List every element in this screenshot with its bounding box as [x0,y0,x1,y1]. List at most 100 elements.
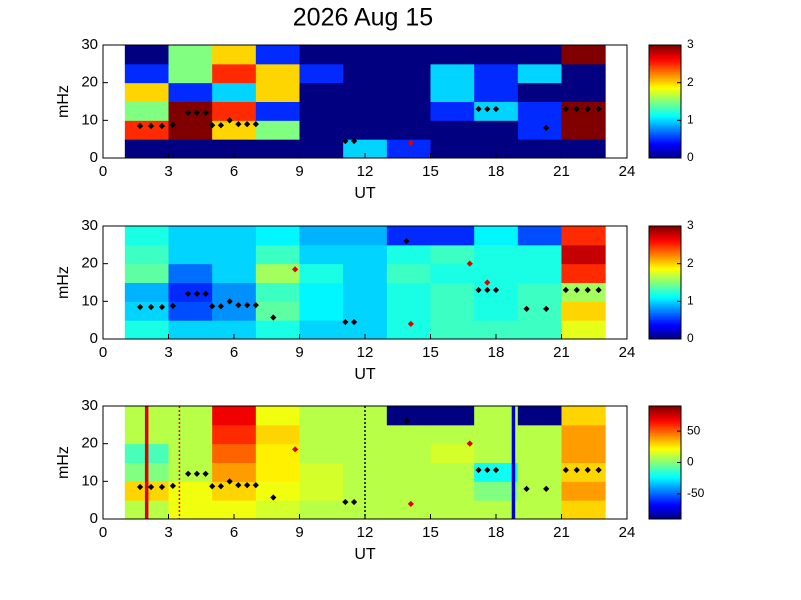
colorbar-step [649,92,681,95]
y-tick-label: 0 [90,510,98,527]
point [235,120,242,128]
heatmap-cell [474,244,519,265]
y-tick-label: 10 [81,292,98,309]
heatmap-cell [299,443,344,463]
point [147,303,155,311]
colorbar-step [649,83,681,87]
heatmap-cell [255,500,300,520]
heatmap-cell [299,406,344,426]
heatmap-cell [561,63,606,84]
heatmap-cell [124,301,169,321]
colorbar-tick-label: 2 [687,75,694,89]
colorbar-step [649,511,681,515]
colorbar-step [649,326,681,329]
colorbar-step [649,64,681,67]
heatmap-cell [343,443,388,463]
colorbar-step [649,45,681,48]
colorbar-step [649,115,681,118]
colorbar-step [649,278,681,282]
point [584,286,591,294]
colorbar-step [649,490,681,494]
heatmap-cell [212,63,257,84]
colorbar-step [649,57,681,60]
point [147,122,155,130]
heatmap-cell [386,320,431,340]
colorbar-step [649,513,681,516]
colorbar-step [649,413,681,416]
point [158,122,166,130]
heatmap-cell [124,101,169,121]
x-tick-label: 15 [422,344,439,361]
colorbar-step [649,152,681,155]
colorbar-step [649,503,681,506]
point [350,498,358,506]
x-tick-label: 6 [230,524,238,541]
point [342,318,349,326]
heatmap-cell [124,82,169,102]
colorbar-step [649,294,681,298]
heatmap-cell [386,101,431,121]
heatmap-cell [343,244,388,265]
heatmap-cell [430,120,475,140]
point [484,286,491,294]
heatmap-cell [474,63,519,84]
colorbar-step [649,460,681,463]
y-tick-label: 0 [90,330,98,347]
heatmap-cell [343,101,388,121]
heatmap-cell [255,320,300,340]
colorbar-step [649,50,681,53]
colorbar-step [649,127,681,131]
colorbar-step [649,488,681,492]
heatmap-cell [430,443,475,463]
heatmap-cell [561,424,606,445]
colorbar-step [649,67,681,71]
heatmap-cell [386,481,431,501]
heatmap-cell [168,101,213,121]
heatmap-cell [561,462,606,482]
heatmap-cell [386,263,431,283]
heatmap-cell [517,301,562,321]
point [475,466,482,474]
heatmap-cell [517,63,562,84]
colorbar-step [649,268,681,271]
x-tick-label: 12 [357,163,374,180]
y-tick-label: 20 [81,435,98,452]
colorbar-step [649,75,681,78]
heatmap-cell [343,120,388,140]
x-tick-label: 21 [553,524,570,541]
y-tick-label: 10 [81,111,98,128]
colorbar-step [649,499,681,502]
heatmap-cell [168,320,213,340]
heatmap-cell [517,406,562,426]
point [595,286,602,294]
colorbar-step [649,480,681,483]
colorbar-step [649,314,681,317]
colorbar-step [649,131,681,134]
colorbar-step [649,337,681,340]
heatmap-cell [561,101,606,121]
heatmap-cell [212,120,257,140]
colorbar-step [649,53,681,57]
heatmap-cell [299,101,344,121]
heatmap-cell [561,263,606,283]
colorbar-step [649,69,681,72]
point [407,320,414,328]
colorbar-step [649,307,681,310]
colorbar-step [649,97,681,101]
x-tick-label: 12 [357,344,374,361]
heatmap-cell [517,45,562,65]
colorbar-step [649,504,681,508]
colorbar-step [649,135,681,138]
heatmap-cell [212,320,257,340]
colorbar-step [649,227,681,231]
colorbar-step [649,76,681,80]
colorbar-step [649,287,681,291]
point [243,481,251,489]
heatmap-cell [255,301,300,321]
heatmap-cell [430,263,475,283]
colorbar-step [649,506,681,509]
heatmap-cell [517,244,562,265]
heatmap-cell [474,45,519,65]
heatmap-cell [561,244,606,265]
heatmap-cell [168,500,213,520]
